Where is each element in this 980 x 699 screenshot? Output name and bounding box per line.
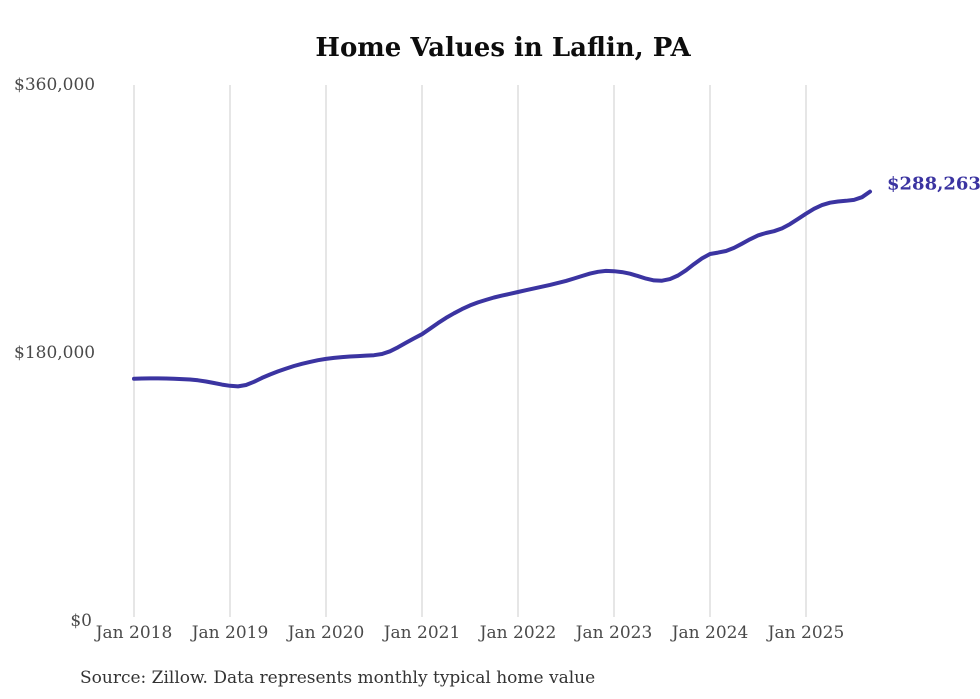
source-note: Source: Zillow. Data represents monthly … (80, 668, 596, 688)
y-axis-tick-label: $180,000 (14, 343, 96, 363)
chart-title: Home Values in Laflin, PA (315, 33, 691, 63)
current-value-label: $288,263 (887, 173, 980, 195)
x-axis-tick-label: Jan 2022 (479, 623, 557, 643)
x-axis-tick-label: Jan 2020 (287, 623, 365, 643)
x-axis-tick-label: Jan 2023 (575, 623, 653, 643)
x-axis-tick-label: Jan 2019 (191, 623, 269, 643)
y-axis-tick-label: $360,000 (14, 75, 96, 95)
x-axis-tick-label: Jan 2024 (671, 623, 749, 643)
x-axis-tick-label: Jan 2018 (95, 623, 173, 643)
vertical-gridlines (133, 85, 807, 617)
y-axis-tick-label: $0 (70, 611, 92, 631)
home-value-line (132, 189, 872, 389)
x-axis-tick-label: Jan 2025 (767, 623, 845, 643)
x-axis-tick-label: Jan 2021 (383, 623, 461, 643)
